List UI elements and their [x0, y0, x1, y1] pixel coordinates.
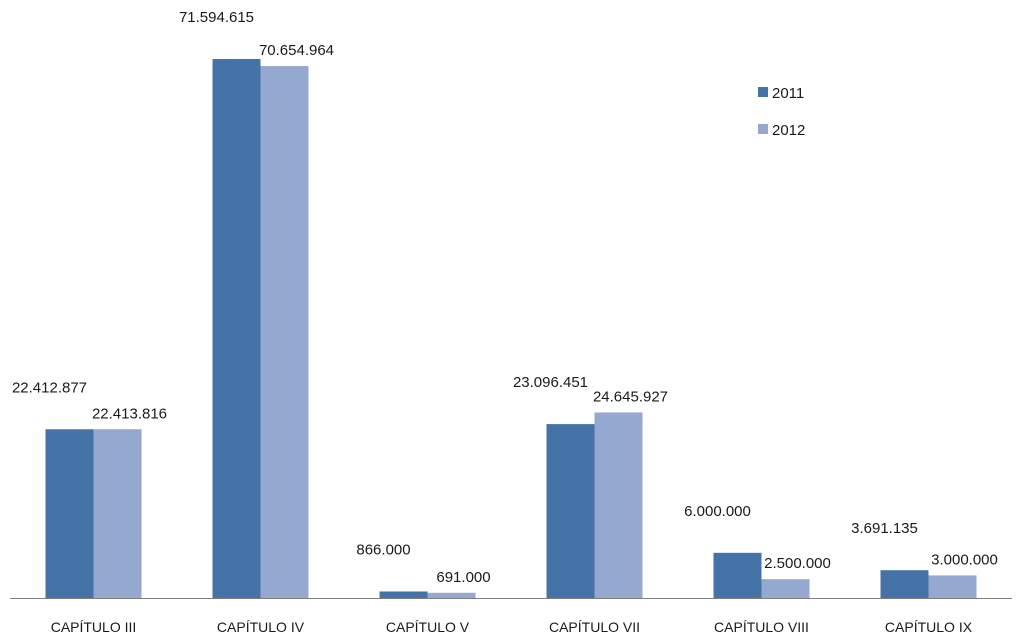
category-label-2: CAPÍTULO IV — [217, 619, 305, 635]
legend-label-2012: 2012 — [772, 122, 805, 139]
bar-2012-5 — [761, 579, 810, 598]
legend-swatch-2011 — [758, 87, 768, 97]
data-label-2012-1: 22.413.816 — [92, 405, 167, 422]
bar-2012-2 — [260, 66, 309, 599]
bar-2011-6 — [880, 570, 929, 598]
data-label-2012-3: 691.000 — [436, 569, 490, 586]
category-label-1: CAPÍTULO III — [51, 619, 137, 635]
bar-2012-3 — [427, 592, 476, 598]
data-label-2011-4: 23.096.451 — [513, 374, 588, 391]
data-label-2011-6: 3.691.135 — [851, 520, 918, 537]
bars-group — [45, 59, 977, 599]
bar-2011-3 — [379, 591, 428, 598]
legend-swatch-2012 — [758, 124, 768, 134]
data-label-2011-2: 71.594.615 — [179, 9, 254, 26]
bar-2011-4 — [546, 424, 595, 598]
data-label-2011-1: 22.412.877 — [12, 379, 87, 396]
data-label-2012-4: 24.645.927 — [593, 388, 668, 405]
data-labels-group: 22.412.877 22.413.816 71.594.615 70.654.964… — [12, 9, 998, 586]
bar-2011-1 — [45, 429, 94, 598]
bar-2011-5 — [713, 552, 762, 598]
legend: 2011 2012 — [758, 85, 805, 139]
category-labels-group: CAPÍTULO III CAPÍTULO IV CAPÍTULO V CAPÍTUL… — [51, 619, 973, 635]
data-label-2012-6: 3.000.000 — [931, 551, 998, 568]
data-label-2012-2: 70.654.964 — [259, 42, 334, 59]
data-label-2012-5: 2.500.000 — [764, 555, 831, 572]
category-label-3: CAPÍTULO V — [386, 619, 470, 635]
data-label-2011-3: 866.000 — [356, 541, 410, 558]
category-label-5: CAPÍTULO VIII — [714, 619, 809, 635]
bar-2012-6 — [928, 575, 977, 598]
legend-label-2011: 2011 — [772, 85, 804, 102]
data-label-2011-5: 6.000.000 — [684, 503, 751, 520]
category-label-6: CAPÍTULO IX — [885, 619, 973, 635]
bar-2012-4 — [594, 412, 643, 598]
bar-2012-1 — [93, 429, 142, 598]
bar-2011-2 — [212, 59, 261, 598]
category-label-4: CAPÍTULO VII — [549, 619, 640, 635]
